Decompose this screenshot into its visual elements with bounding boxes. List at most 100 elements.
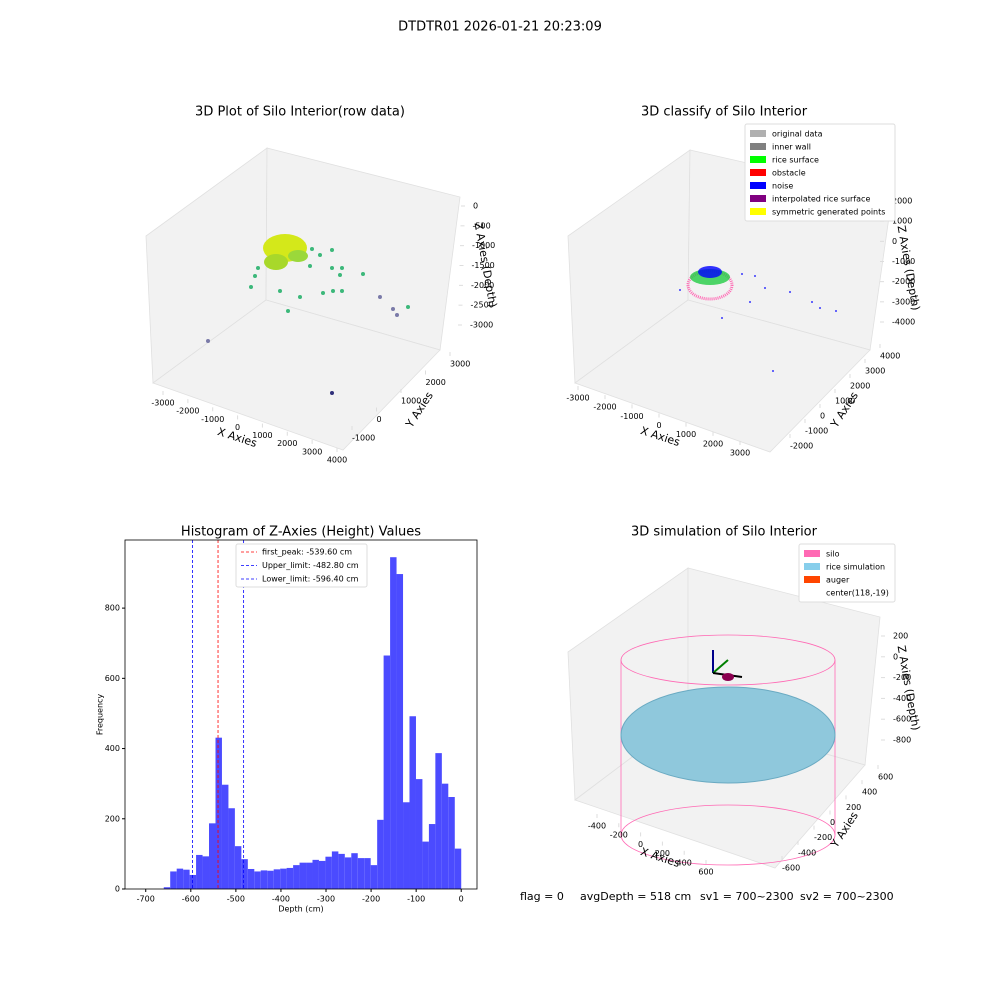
bar: [415, 779, 423, 889]
x-tick-label: -2000: [176, 407, 199, 416]
legend-label: auger: [826, 576, 850, 585]
z-tick-label: -2500: [471, 301, 494, 310]
x-tick-label: 0: [656, 421, 661, 430]
x-tick-label: 0: [235, 423, 240, 432]
bar: [409, 716, 416, 889]
legend-label: first_peak: -539.60 cm: [262, 548, 352, 557]
x-tick-label: -500: [227, 895, 245, 904]
y-tick-label: 400: [105, 744, 120, 753]
z-tick-label: -600: [893, 715, 911, 724]
y-tick-label: 2000: [850, 382, 870, 391]
legend-box: [798, 543, 896, 603]
cluster: [288, 250, 308, 262]
y-tick-label: -400: [798, 848, 816, 857]
chart-title: 3D simulation of Silo Interior: [631, 525, 818, 540]
x-tick-label: 3000: [302, 447, 322, 456]
y-tick-label: 0: [115, 885, 120, 894]
x-tick-label: -300: [317, 895, 335, 904]
y-tick-label: 2000: [426, 378, 446, 387]
bar: [441, 783, 449, 889]
x-tick-label: -2000: [593, 403, 616, 412]
footer-text: sv1 = 700~2300: [700, 890, 794, 903]
z-tick-label: -1000: [472, 241, 495, 250]
bar: [183, 869, 190, 889]
legend-label: inner wall: [772, 143, 811, 152]
y-tick-label: 0: [820, 412, 825, 421]
bar: [318, 860, 326, 889]
x-tick-label: 4000: [327, 456, 347, 465]
chart-title: 3D classify of Silo Interior: [641, 105, 808, 120]
y-tick-label: 200: [846, 803, 861, 812]
footer-text: flag = 0: [520, 890, 564, 903]
bar: [267, 870, 274, 889]
bar: [254, 871, 261, 889]
legend-swatch: [750, 182, 766, 189]
y-tick-label: 0: [377, 415, 382, 424]
bar: [196, 854, 203, 889]
x-tick-label: 200: [655, 849, 670, 858]
y-tick-label: 0: [830, 818, 835, 827]
bar: [189, 874, 197, 889]
footer-text: avgDepth = 518 cm: [580, 890, 691, 903]
suptitle: DTDTR01 2026-01-21 20:23:09: [398, 20, 602, 35]
x-tick-label: -200: [362, 895, 380, 904]
bar: [247, 868, 255, 889]
legend-swatch: [750, 195, 766, 202]
x-tick-label: -1000: [201, 415, 224, 424]
z-tick-label: 200: [893, 632, 908, 641]
z-tick-label: -4000: [892, 318, 915, 327]
legend-box: [235, 543, 368, 588]
legend-swatch: [750, 169, 766, 176]
legend-label: noise: [772, 182, 793, 191]
bar: [428, 824, 436, 889]
bar: [273, 869, 281, 889]
bar: [325, 856, 332, 889]
legend-label: original data: [772, 130, 823, 139]
auger: [722, 673, 734, 681]
z-tick-label: -3000: [892, 297, 915, 306]
x-tick-label: -3000: [151, 399, 174, 408]
x-tick-label: -1000: [620, 412, 643, 421]
y-axis-label: Y Axies: [828, 809, 861, 851]
y-axis-label: Y Axies: [828, 389, 861, 431]
bar: [286, 867, 294, 889]
bar: [280, 868, 287, 889]
bar: [170, 871, 177, 889]
y-axis-label: Frequency: [96, 694, 105, 736]
legend-label: obstacle: [772, 169, 806, 178]
y-tick-label: 600: [878, 773, 893, 782]
classified-cloud: [679, 266, 837, 372]
x-tick-label: -200: [610, 831, 628, 840]
legend-label: symmetric generated points: [772, 208, 885, 217]
z-tick-label: -400: [893, 694, 911, 703]
y-tick-label: 1000: [835, 397, 855, 406]
x-tick-label: 2000: [703, 439, 723, 448]
x-tick-label: 0: [638, 840, 643, 849]
z-tick-label: -500: [473, 221, 491, 230]
bar: [390, 557, 397, 889]
bar: [228, 808, 235, 889]
legend-swatch: [804, 563, 820, 570]
silo-top: [620, 634, 836, 686]
legend-box: [744, 123, 896, 222]
x-tick-label: -700: [137, 895, 155, 904]
bar: [312, 859, 319, 889]
noise-points: [679, 273, 837, 372]
y-tick-label: 1000: [401, 397, 421, 406]
y-tick-label: 3000: [865, 367, 885, 376]
z-tick-label: 2000: [892, 197, 912, 206]
bar: [435, 753, 442, 889]
legend-label: rice simulation: [826, 563, 885, 572]
bar: [344, 857, 352, 889]
bar: [241, 859, 248, 889]
legend-label: Lower_limit: -596.40 cm: [262, 575, 359, 584]
bar: [448, 797, 455, 889]
bar: [338, 853, 345, 889]
x-tick-label: 1000: [252, 431, 272, 440]
cluster: [264, 254, 288, 270]
pane: [152, 299, 441, 451]
x-tick-label: -400: [272, 895, 290, 904]
chart-title: Histogram of Z-Axies (Height) Values: [181, 525, 421, 540]
z-tick-label: 0: [893, 652, 898, 661]
